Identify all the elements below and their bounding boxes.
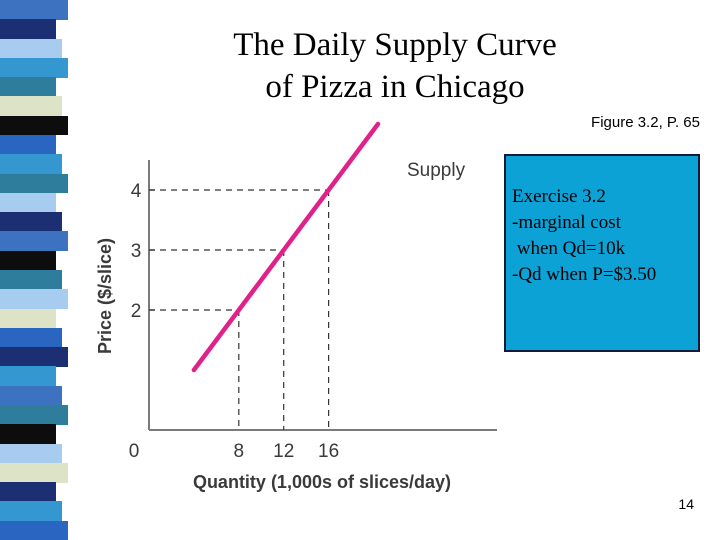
x-axis-label: Quantity (1,000s of slices/day)	[193, 472, 451, 492]
stripe-block	[0, 520, 68, 540]
decorative-stripe	[0, 0, 68, 540]
exercise-line-2: -marginal cost	[512, 212, 621, 233]
page-number: 14	[678, 496, 694, 512]
stripe-block	[0, 19, 56, 40]
stripe-block	[0, 96, 62, 117]
stripe-block	[0, 443, 62, 464]
exercise-line-3: when Qd=10k	[512, 238, 626, 259]
stripe-block	[0, 57, 68, 78]
reference-guides	[149, 189, 330, 430]
supply-curve-line	[191, 121, 381, 373]
supply-series	[191, 121, 381, 373]
y-tick-label: 4	[131, 181, 142, 202]
stripe-block	[0, 462, 68, 483]
stripe-block	[0, 154, 62, 175]
exercise-box: Exercise 3.2 -marginal cost when Qd=10k …	[504, 154, 700, 352]
y-tick-label: 3	[131, 241, 142, 262]
stripe-block	[0, 366, 56, 387]
stripe-block	[0, 0, 68, 20]
x-tick-label: 12	[273, 441, 294, 462]
stripe-block	[0, 231, 68, 252]
stripe-block	[0, 38, 62, 59]
exercise-line-1: Exercise 3.2	[512, 186, 606, 207]
y-axis-label: Price ($/slice)	[95, 238, 115, 354]
x-tick-label: 8	[234, 441, 245, 462]
stripe-block	[0, 308, 56, 329]
stripe-block	[0, 405, 68, 425]
slide-title-line-1: The Daily Supply Curve	[233, 27, 557, 63]
stripe-block	[0, 289, 68, 310]
stripe-block	[0, 424, 56, 445]
slide-title-line-2: of Pizza in Chicago	[265, 69, 525, 105]
stripe-block	[0, 385, 62, 406]
exercise-line-4: -Qd when P=$3.50	[512, 264, 657, 285]
stripe-block	[0, 482, 56, 502]
stripe-block	[0, 173, 68, 194]
stripe-block	[0, 77, 56, 97]
stripe-block	[0, 192, 56, 213]
stripe-block	[0, 327, 62, 348]
figure-reference: Figure 3.2, P. 65	[591, 114, 700, 131]
tick-labels: 8 12 16 2 3 4 0	[129, 181, 339, 462]
stripe-block	[0, 135, 56, 155]
stripe-block	[0, 501, 62, 522]
origin-label: 0	[129, 441, 140, 462]
stripe-block	[0, 347, 68, 367]
stripe-block	[0, 115, 68, 136]
x-tick-label: 16	[318, 441, 339, 462]
supply-series-label: Supply	[407, 160, 466, 181]
stripe-block	[0, 212, 62, 232]
stripe-block	[0, 250, 56, 271]
stripe-block	[0, 270, 62, 290]
y-tick-label: 2	[131, 301, 142, 322]
